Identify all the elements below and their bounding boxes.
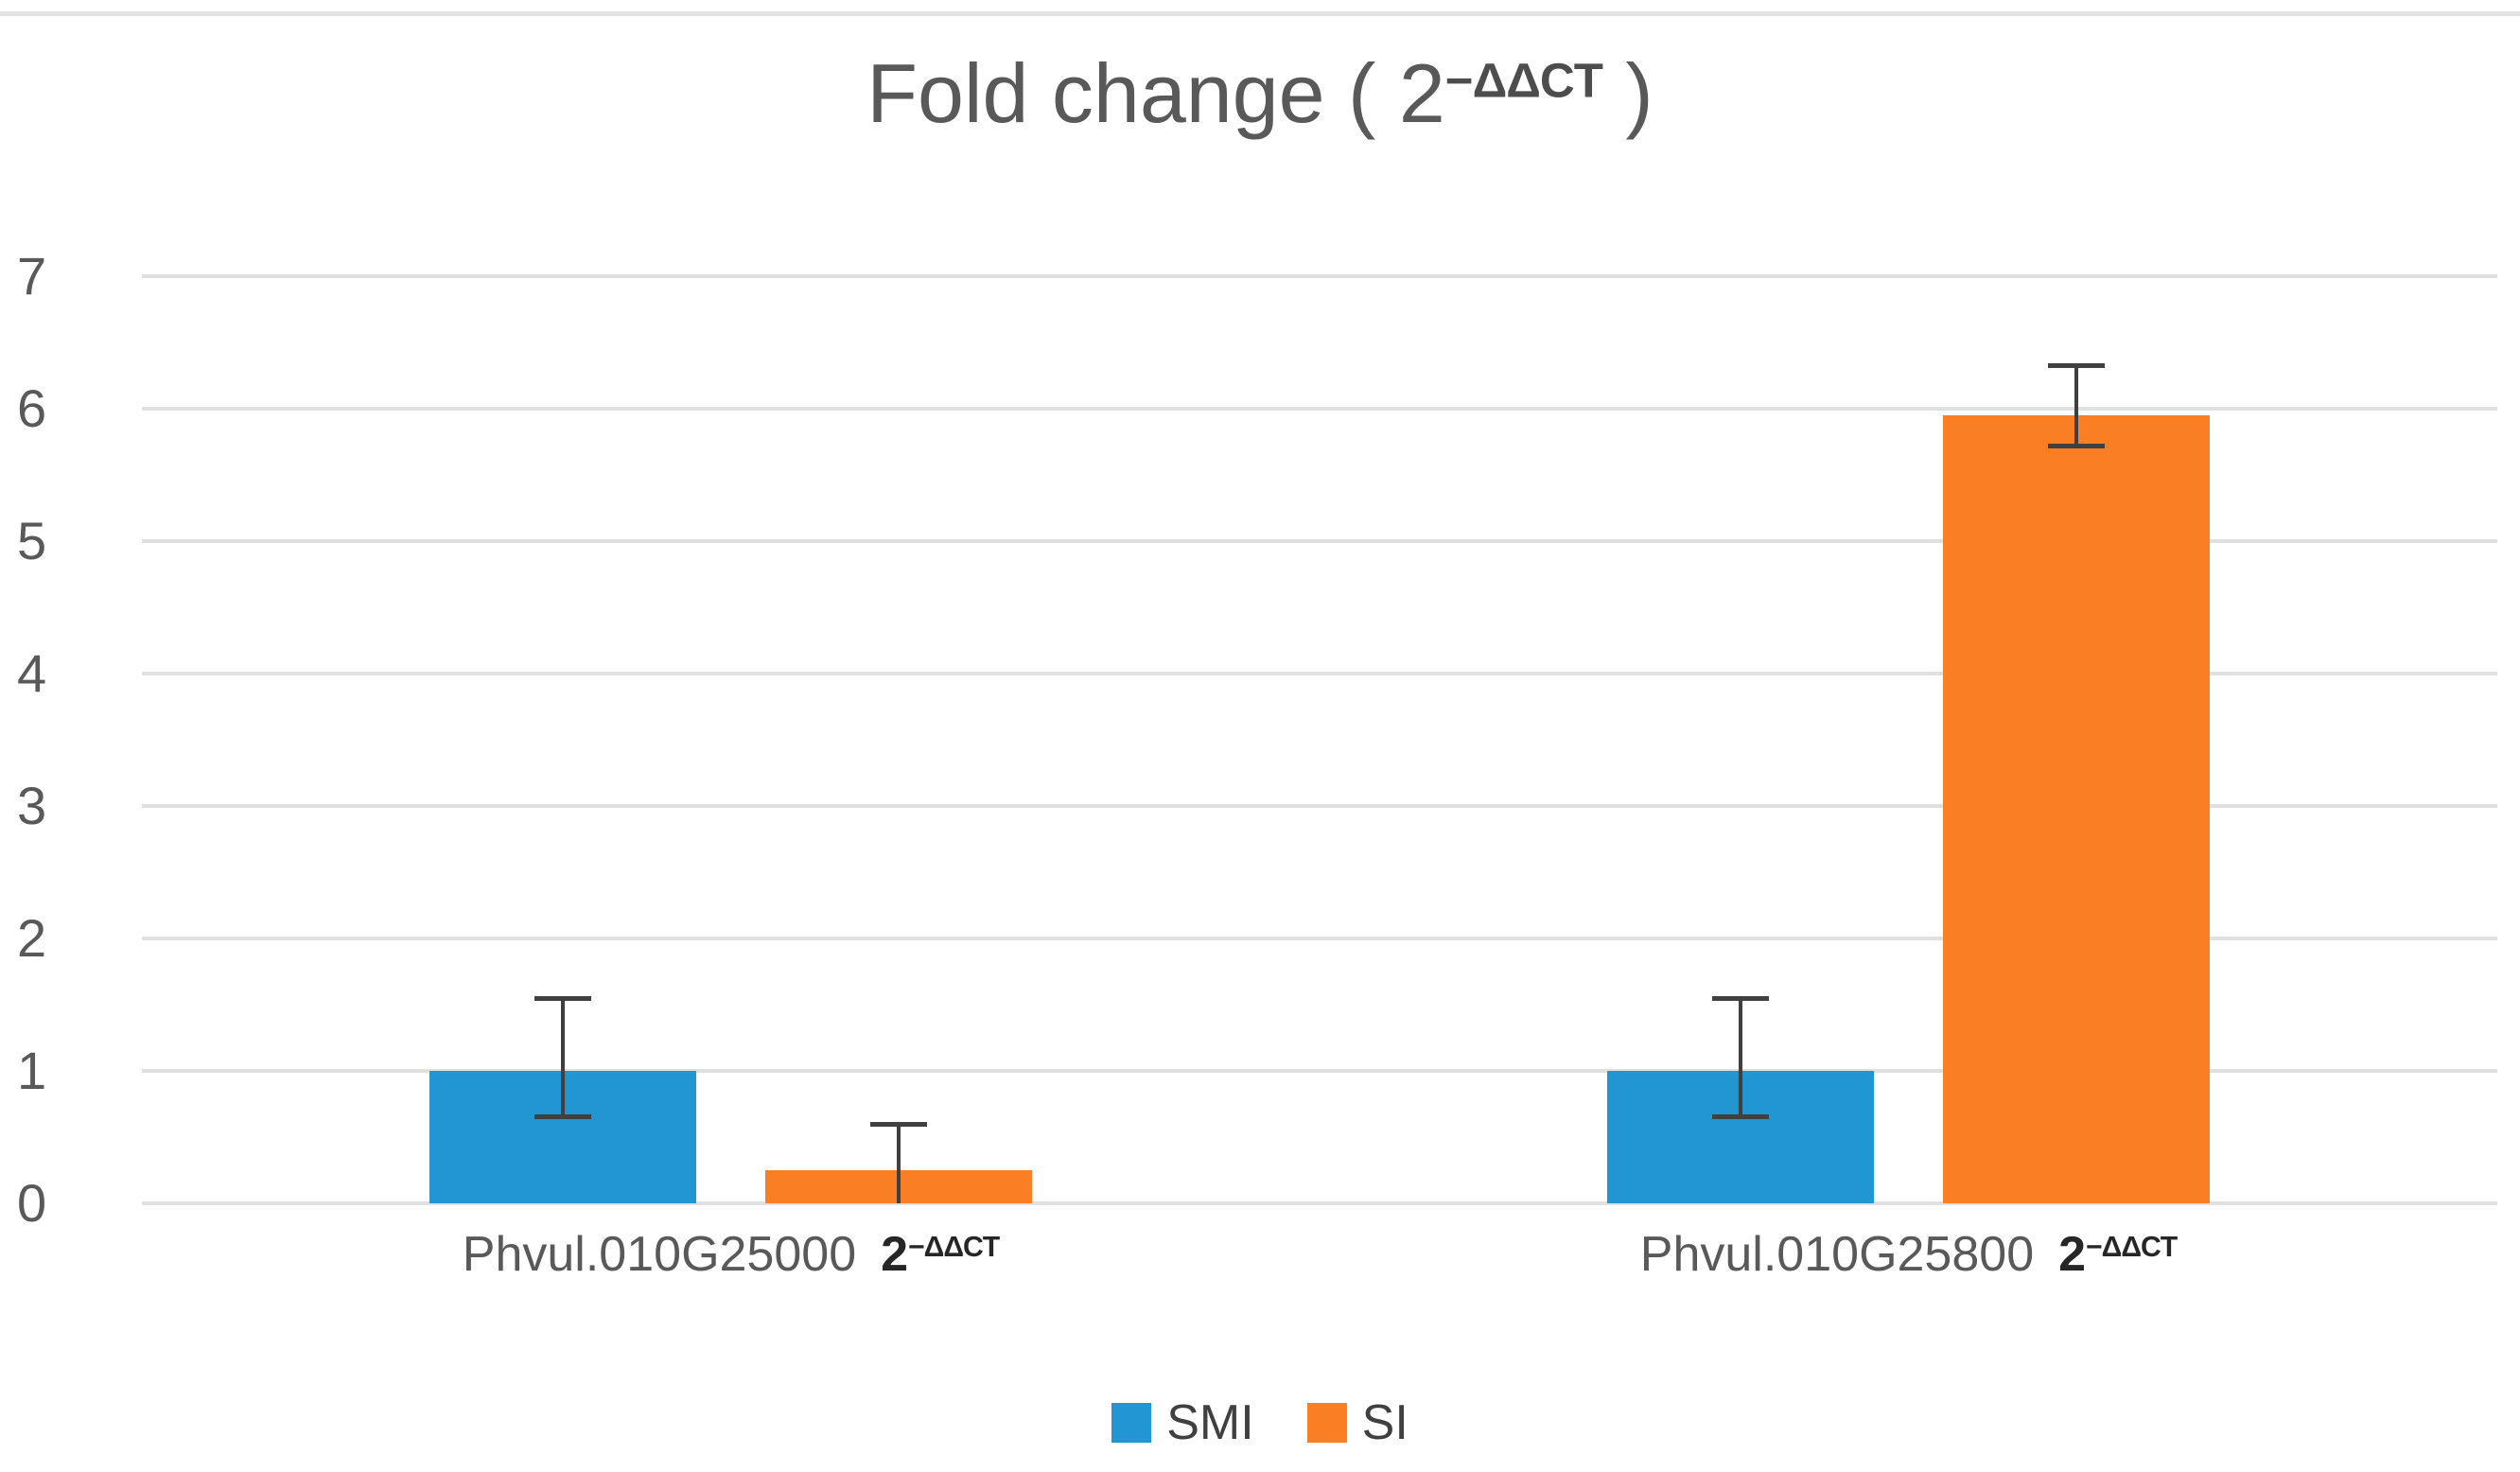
error-bar-si-group1 [897, 1124, 901, 1203]
plot-area [142, 274, 2497, 1205]
x-axis-category-label-1: Phvul.010G25000 2−ΔΔCT [258, 1226, 1204, 1283]
category-formula-superscript: −ΔΔCT [2086, 1231, 2178, 1263]
gridline-y-6 [142, 407, 2497, 411]
x-axis-category-label-2: Phvul.010G25800 2−ΔΔCT [1436, 1226, 2382, 1283]
category-formula: 2−ΔΔCT [2058, 1227, 2178, 1282]
y-axis-tick-label-4: 4 [17, 643, 47, 703]
y-axis-tick-label-1: 1 [17, 1041, 47, 1100]
error-bar-cap-top [2048, 362, 2105, 368]
gridline-y-7 [142, 274, 2497, 278]
error-bar-smi-group2 [1739, 998, 1742, 1116]
bar-si-group2 [1943, 415, 2210, 1203]
category-formula: 2−ΔΔCT [881, 1227, 1000, 1282]
error-bar-cap-top [870, 1122, 927, 1127]
error-bar-cap-top [1712, 996, 1769, 1001]
top-divider-line [0, 11, 2520, 16]
gridline-y-2 [142, 937, 2497, 940]
legend-item-si: SI [1306, 1394, 1409, 1451]
category-formula-superscript: −ΔΔCT [908, 1231, 1000, 1263]
error-bar-si-group2 [2074, 364, 2078, 447]
gridline-y-5 [142, 539, 2497, 543]
error-bar-cap-bottom [2048, 444, 2105, 449]
y-axis-tick-label-7: 7 [17, 246, 47, 306]
y-axis-tick-label-0: 0 [17, 1173, 47, 1233]
chart-title-superscript: −ΔΔCT [1444, 53, 1603, 108]
y-axis-tick-label-5: 5 [17, 511, 47, 570]
error-bar-cap-bottom [1712, 1113, 1769, 1119]
error-bar-cap-bottom [534, 1113, 591, 1119]
gridline-y-1 [142, 1069, 2497, 1073]
gridline-y-3 [142, 804, 2497, 808]
chart-title-suffix: ) [1601, 46, 1654, 140]
category-formula-base: 2 [2058, 1227, 2087, 1282]
y-axis-tick-label-6: 6 [17, 378, 47, 438]
error-bar-cap-top [534, 996, 591, 1001]
legend-label-smi: SMI [1166, 1395, 1254, 1450]
category-formula-base: 2 [881, 1227, 909, 1282]
chart-title-prefix: Fold change ( 2 [866, 46, 1445, 140]
legend-swatch-si [1306, 1403, 1347, 1443]
legend-label-si: SI [1361, 1395, 1409, 1450]
gridline-y-4 [142, 672, 2497, 675]
legend-swatch-smi [1111, 1403, 1152, 1443]
category-gene-name: Phvul.010G25800 [1639, 1227, 2035, 1282]
chart-title: Fold change ( 2−ΔΔCT ) [0, 45, 2520, 142]
category-gene-name: Phvul.010G25000 [462, 1227, 857, 1282]
gridline-y-0 [142, 1201, 2497, 1205]
legend: SMI SI [0, 1394, 2520, 1451]
y-axis-tick-label-2: 2 [17, 908, 47, 968]
error-bar-smi-group1 [561, 998, 565, 1116]
legend-item-smi: SMI [1111, 1394, 1254, 1451]
y-axis-tick-label-3: 3 [17, 776, 47, 835]
